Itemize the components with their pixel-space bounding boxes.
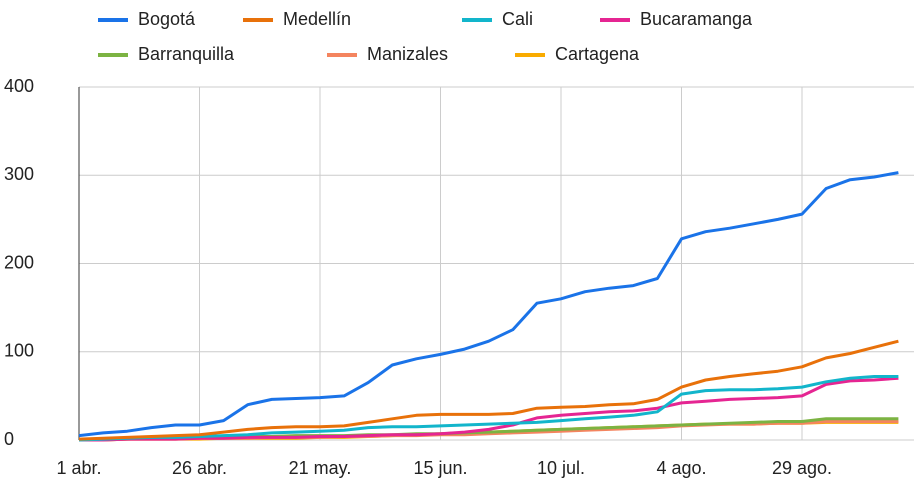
series-line	[78, 171, 899, 438]
legend-label: Bucaramanga	[640, 9, 753, 29]
y-tick-label: 400	[4, 76, 34, 96]
series-line	[78, 339, 899, 441]
x-tick-label: 26 abr.	[172, 458, 227, 478]
legend-label: Barranquilla	[138, 44, 235, 64]
y-tick-label: 200	[4, 252, 34, 272]
y-tick-label: 300	[4, 164, 34, 184]
x-tick-label: 1 abr.	[56, 458, 101, 478]
legend-label: Manizales	[367, 44, 448, 64]
series-line	[78, 375, 899, 442]
x-tick-label: 10 jul.	[537, 458, 585, 478]
x-tick-label: 21 may.	[289, 458, 352, 478]
legend-label: Cartagena	[555, 44, 640, 64]
legend-label: Cali	[502, 9, 533, 29]
x-tick-label: 4 ago.	[656, 458, 706, 478]
y-tick-label: 0	[4, 429, 14, 449]
x-tick-label: 29 ago.	[772, 458, 832, 478]
series-line	[79, 376, 899, 442]
legend-label: Bogotá	[138, 9, 196, 29]
y-tick-label: 100	[4, 341, 34, 361]
legend-label: Medellín	[283, 9, 351, 29]
x-tick-label: 15 jun.	[413, 458, 467, 478]
